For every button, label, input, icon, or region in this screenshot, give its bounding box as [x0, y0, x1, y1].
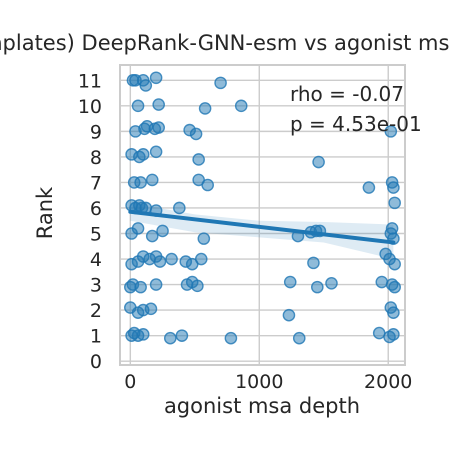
- data-point: [292, 331, 306, 345]
- y-tick-label: 4: [90, 249, 102, 271]
- data-point: [198, 102, 212, 115]
- ci-band-layer: [130, 202, 394, 260]
- data-point: [131, 222, 145, 235]
- data-point: [312, 155, 325, 169]
- plot-frame: [119, 64, 406, 366]
- frame-layer: [119, 64, 406, 366]
- data-point: [152, 98, 165, 111]
- y-tick-label: 1: [90, 326, 102, 348]
- data-point: [197, 232, 211, 245]
- data-point: [149, 145, 163, 159]
- data-point: [173, 201, 186, 215]
- y-tick-label: 9: [90, 121, 102, 143]
- y-tick-label: 2: [90, 300, 102, 322]
- regression-line-layer: [128, 209, 396, 245]
- regression-line: [128, 209, 396, 245]
- data-point: [134, 176, 147, 189]
- data-point: [191, 279, 204, 293]
- data-point: [325, 276, 338, 290]
- data-point: [388, 196, 401, 210]
- data-point: [145, 229, 159, 243]
- data-point: [149, 278, 163, 291]
- x-axis-label: agonist msa depth: [164, 394, 360, 418]
- data-point: [387, 328, 400, 341]
- x-tick-label: 1000: [235, 371, 283, 393]
- confidence-band: [130, 202, 394, 260]
- data-point: [372, 326, 386, 340]
- data-point: [311, 280, 324, 294]
- data-point: [165, 252, 178, 266]
- data-point: [388, 280, 401, 294]
- y-tick-label: 11: [78, 70, 102, 92]
- p-value-annotation: p = 4.53e-01: [290, 112, 422, 136]
- y-tick-label: 0: [90, 351, 102, 373]
- y-tick-label: 7: [90, 172, 102, 194]
- data-point: [375, 275, 389, 289]
- data-point: [175, 329, 189, 342]
- data-point: [201, 178, 214, 192]
- data-point: [283, 275, 297, 289]
- y-tick-label: 3: [90, 275, 102, 297]
- data-point: [144, 302, 158, 316]
- data-point: [153, 255, 167, 268]
- data-point: [384, 125, 398, 138]
- data-point: [387, 181, 400, 194]
- chart-title: (no templates) DeepRank-GNN-esm vs agoni…: [0, 31, 450, 55]
- data-point: [136, 328, 150, 341]
- x-tick-label: 2000: [364, 371, 412, 393]
- y-tick-label: 6: [90, 198, 102, 220]
- data-point: [388, 257, 401, 271]
- data-point: [282, 308, 296, 322]
- data-point: [152, 121, 165, 134]
- rho-annotation: rho = -0.07: [290, 82, 404, 106]
- x-tick-label: 0: [124, 371, 136, 393]
- y-tick-label: 5: [90, 224, 102, 246]
- data-point: [163, 331, 177, 345]
- data-point: [192, 153, 205, 166]
- data-point: [234, 99, 248, 113]
- y-axis-label: Rank: [33, 186, 57, 239]
- data-point: [385, 222, 399, 235]
- data-point: [387, 306, 400, 319]
- data-point: [139, 79, 153, 92]
- data-point: [149, 71, 163, 85]
- data-point: [156, 224, 169, 238]
- y-tick-label: 8: [90, 147, 102, 169]
- data-point: [145, 173, 159, 187]
- data-point: [224, 331, 238, 345]
- data-point: [189, 127, 203, 141]
- data-point: [307, 256, 320, 270]
- data-point: [194, 252, 208, 266]
- data-point: [362, 181, 376, 194]
- data-point: [136, 148, 150, 161]
- ticks-layer: 0 1 2 3 4 5 6 7 8 9 10 11 0 1000 2000: [78, 70, 413, 393]
- data-point: [134, 280, 147, 294]
- data-point: [214, 76, 227, 90]
- data-point: [131, 99, 145, 113]
- y-tick-label: 10: [78, 96, 102, 118]
